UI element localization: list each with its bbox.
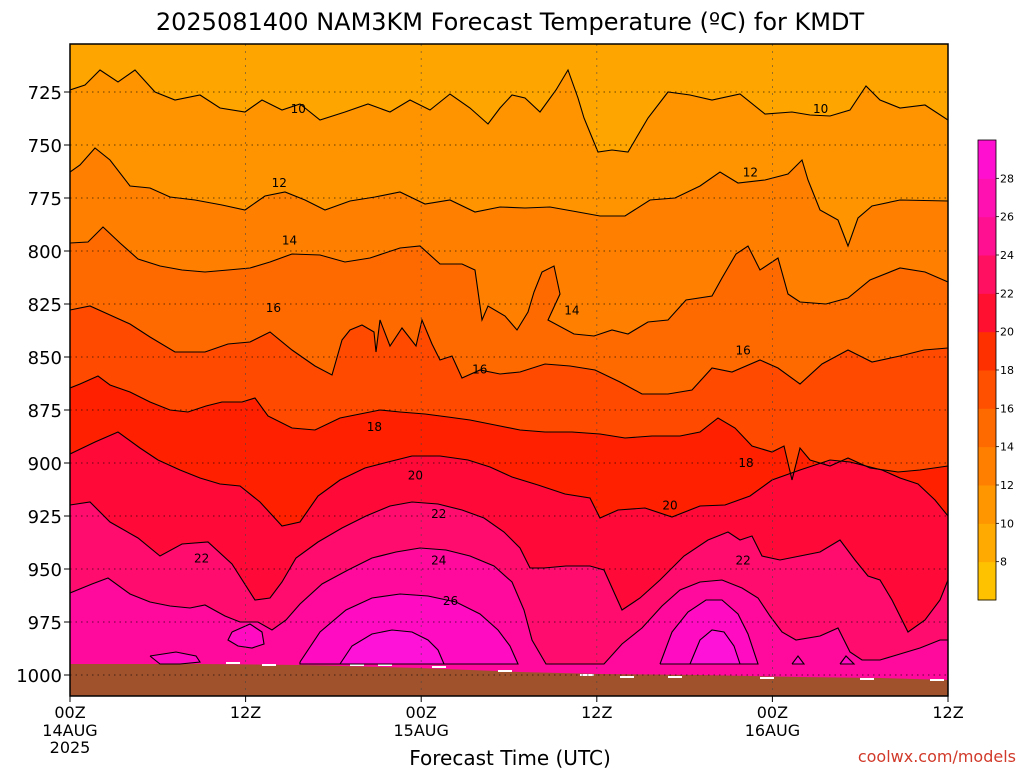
- colorbar-tick-label: 26: [1000, 211, 1014, 224]
- chart-title: 2025081400 NAM3KM Forecast Temperature (…: [156, 8, 865, 36]
- isotherm-18: [70, 375, 948, 481]
- isotherm-label: 22: [194, 551, 209, 565]
- x-tick-label: 12Z: [581, 703, 612, 722]
- colorbar-swatch: [978, 408, 996, 448]
- colorbar-swatch: [978, 446, 996, 486]
- x-tick-sublabel: 14AUG: [42, 721, 97, 740]
- isotherm-label: 14: [282, 233, 297, 247]
- isotherm-label: 24: [431, 554, 446, 568]
- x-tick-label: 00Z: [757, 703, 788, 722]
- isotherm-10: [70, 68, 948, 153]
- ground-gap: [860, 678, 874, 680]
- ground-gap: [930, 679, 944, 681]
- isotherm-labels: 10 10 12 12 14 14 16 16 16 18 18 20 20 22 22 22 24 26: [194, 102, 828, 608]
- y-tick-label: 950: [28, 560, 62, 581]
- pressure-axis: 725 750 775 800 825 850 875 900 925 950 975 1000: [16, 83, 70, 687]
- colorbar-tick-label: 18: [1000, 364, 1014, 377]
- isotherm-label: 22: [735, 554, 750, 568]
- colorbar-tick-label: 8: [1000, 556, 1007, 569]
- colorbar-swatch: [978, 370, 996, 409]
- temperature-fill-bands: [70, 44, 948, 696]
- colorbar-tick-label: 28: [1000, 172, 1014, 185]
- y-tick-label: 775: [28, 189, 62, 210]
- ground-gap: [668, 676, 682, 678]
- isotherm-label: 16: [735, 344, 750, 358]
- isotherm-16: [70, 305, 948, 395]
- ground-gap: [350, 664, 364, 666]
- colorbar-swatch: [978, 216, 996, 256]
- ground-gap: [498, 670, 512, 672]
- isotherm-label: 26: [443, 594, 458, 608]
- colorbar-tick-label: 20: [1000, 326, 1014, 339]
- isotherm-label: 20: [408, 469, 423, 483]
- colorbar-tick-label: 22: [1000, 287, 1014, 300]
- isotherm-label: 14: [564, 303, 579, 317]
- isotherm-28: [339, 629, 741, 665]
- colorbar-swatch: [978, 293, 996, 333]
- isotherm-lines: [70, 68, 948, 665]
- y-tick-label: 825: [28, 295, 62, 316]
- band-26: [150, 594, 854, 664]
- ground-terrain: [70, 662, 948, 696]
- colorbar-swatch: [978, 561, 996, 601]
- ground-gap: [620, 676, 634, 678]
- x-tick-label: 00Z: [54, 703, 85, 722]
- ground-gap: [378, 664, 392, 666]
- colorbar-swatch: [978, 523, 996, 563]
- x-tick-label: 00Z: [406, 703, 437, 722]
- y-tick-label: 725: [28, 83, 62, 104]
- x-tick-label: 12Z: [230, 703, 261, 722]
- plot-frame: [69, 43, 949, 697]
- isotherm-label: 10: [291, 102, 306, 116]
- colorbar-tick-label: 14: [1000, 441, 1014, 454]
- isotherm-26: [149, 593, 856, 665]
- y-tick-label: 1000: [16, 666, 62, 687]
- ground-gap: [262, 664, 276, 666]
- y-tick-label: 850: [28, 348, 62, 369]
- isotherm-label: 20: [662, 498, 677, 512]
- isotherm-label: 16: [266, 301, 281, 315]
- isotherm-label: 16: [472, 363, 487, 377]
- colorbar-tick-label: 16: [1000, 402, 1014, 415]
- x-tick-label: 12Z: [932, 703, 963, 722]
- x-tick-sublabel: 2025: [50, 738, 91, 757]
- colorbar-tick-label: 10: [1000, 517, 1014, 530]
- colorbar-swatch: [978, 140, 996, 179]
- ground-gap: [226, 662, 240, 664]
- colorbar-tick-label: 12: [1000, 479, 1014, 492]
- y-tick-label: 750: [28, 136, 62, 157]
- temperature-colorbar: 8 10 12 14 16 18 20 22 24 26 28: [977, 139, 1014, 601]
- isotherm-20: [70, 431, 948, 527]
- grid-lines: [70, 44, 948, 696]
- y-tick-label: 875: [28, 401, 62, 422]
- y-tick-label: 800: [28, 242, 62, 263]
- colorbar-swatch: [978, 255, 996, 294]
- isotherm-22: [70, 501, 948, 633]
- colorbar-tick-label: 24: [1000, 249, 1014, 262]
- x-axis-label: Forecast Time (UTC): [409, 746, 611, 768]
- isotherm-label: 18: [738, 456, 753, 470]
- colorbar-swatch: [978, 485, 996, 524]
- isotherm-12: [70, 147, 948, 248]
- x-tick-sublabel: 16AUG: [745, 721, 800, 740]
- isotherm-label: 12: [743, 166, 758, 180]
- isotherm-label: 10: [813, 102, 828, 116]
- y-tick-label: 975: [28, 613, 62, 634]
- colorbar-swatch: [978, 331, 996, 371]
- ground-area: [70, 664, 948, 696]
- credit-link[interactable]: coolwx.com/models: [858, 747, 1016, 766]
- ground-gap: [432, 666, 446, 668]
- colorbar-swatch: [978, 178, 996, 218]
- isotherm-label: 18: [367, 420, 382, 434]
- ground-gap: [760, 677, 774, 679]
- isotherm-24: [70, 547, 948, 665]
- y-tick-label: 900: [28, 454, 62, 475]
- isotherm-label: 12: [272, 176, 287, 190]
- x-tick-sublabel: 15AUG: [393, 721, 448, 740]
- isotherm-label: 22: [431, 507, 446, 521]
- y-tick-label: 925: [28, 507, 62, 528]
